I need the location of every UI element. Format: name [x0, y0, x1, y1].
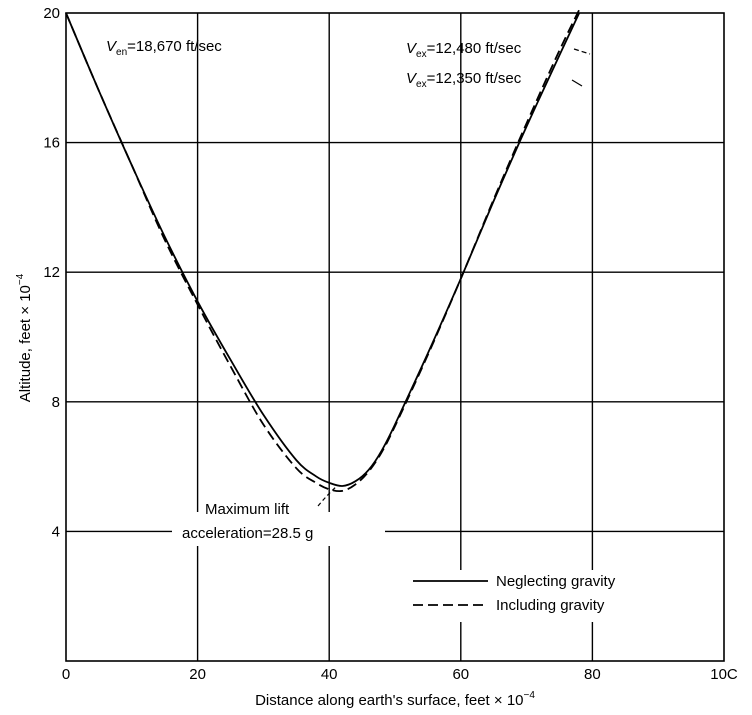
x-tick-label: 10C	[710, 666, 738, 683]
annotation-exit-velocity-including: Vex=12,350 ft/sec	[406, 70, 522, 90]
y-tick-label: 4	[52, 523, 60, 540]
legend-label-including: Including gravity	[496, 597, 605, 614]
y-tick-label: 8	[52, 394, 60, 411]
annotation-bg	[172, 512, 385, 546]
annotation-max-lift-line2: acceleration=28.5 g	[182, 525, 313, 542]
y-tick-label: 20	[43, 5, 60, 22]
annotation-max-lift-line1: Maximum lift	[205, 501, 290, 518]
x-tick-label: 20	[189, 666, 206, 683]
y-tick-label: 16	[43, 135, 60, 152]
x-tick-label: 80	[584, 666, 601, 683]
leader-line-exit-1	[573, 48, 591, 55]
x-tick-label: 60	[452, 666, 469, 683]
tick-labels: 0 20 40 60 80 10C 4 8 12 16 20	[43, 5, 738, 683]
x-tick-label: 40	[321, 666, 338, 683]
y-axis-label: Altitude, feet × 10−4	[15, 273, 34, 402]
leader-line-exit-2	[571, 79, 583, 87]
annotation-entry-velocity: Ven=18,670 ft/sec	[106, 38, 222, 58]
legend-bg	[400, 570, 690, 622]
x-tick-label: 0	[62, 666, 70, 683]
legend: Neglecting gravity Including gravity	[413, 573, 616, 614]
y-tick-label: 12	[43, 264, 60, 281]
series-line-including-gravity	[65, 9, 581, 493]
series-lines	[65, 9, 581, 493]
leader-line-max-lift	[317, 484, 339, 507]
grid-lines	[66, 13, 724, 661]
x-axis-label: Distance along earth's surface, feet × 1…	[255, 690, 535, 709]
plot-frame	[65, 12, 725, 662]
legend-label-neglecting: Neglecting gravity	[496, 573, 616, 590]
annotation-exit-velocity-neglecting: Vex=12,480 ft/sec	[406, 40, 522, 60]
